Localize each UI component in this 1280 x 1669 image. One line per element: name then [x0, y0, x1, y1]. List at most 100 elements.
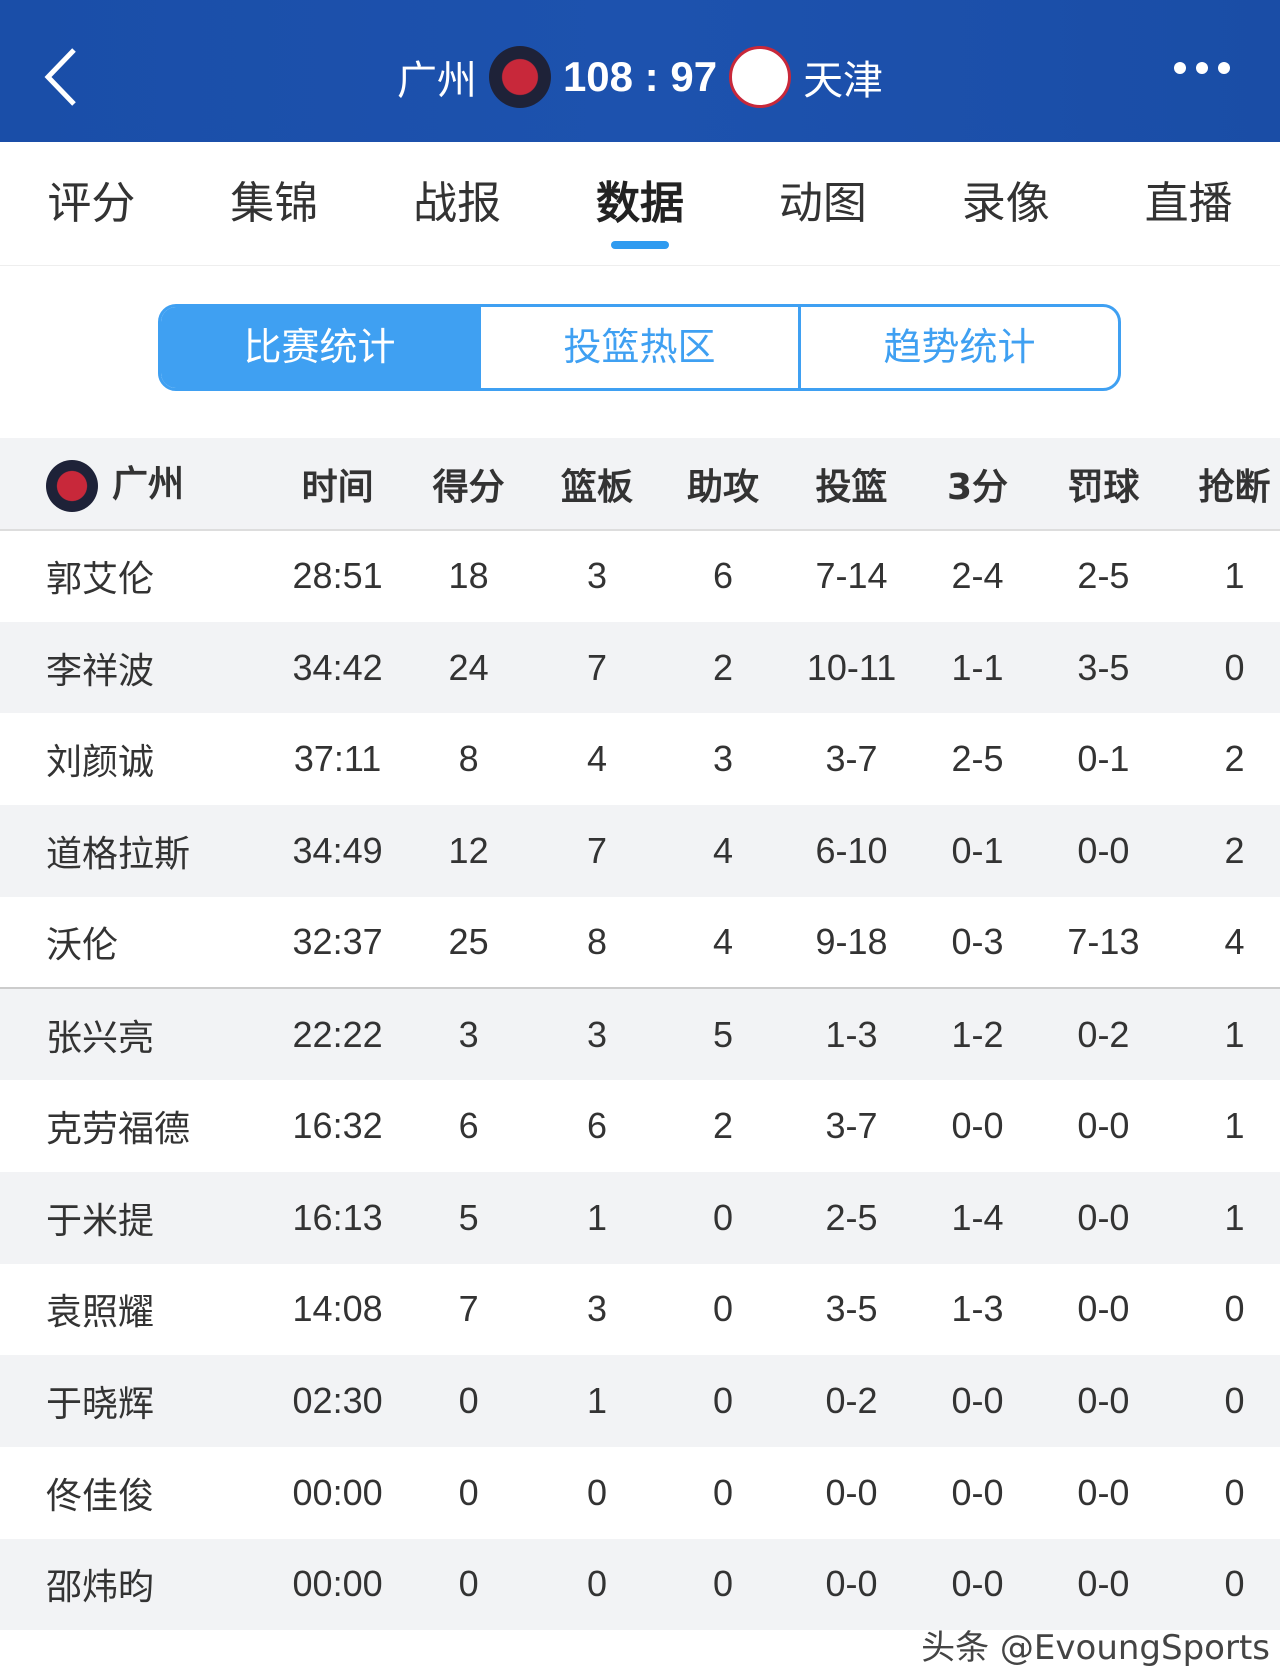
stat-cell: 24: [403, 621, 535, 714]
stat-cell: 0-0: [1037, 1538, 1169, 1631]
tab-5[interactable]: 录像: [961, 178, 1050, 229]
column-header[interactable]: 时间: [272, 438, 404, 531]
player-name[interactable]: 道格拉斯: [0, 805, 273, 897]
stat-cell: 0-0: [1037, 805, 1169, 897]
stat-cell: 1-2: [917, 988, 1038, 1081]
table-row[interactable]: 邵炜昀 00:00 0 0 0 0-0 0-0 0-0 0: [0, 1538, 1280, 1631]
stat-cell: 1-3: [786, 988, 918, 1081]
table-row[interactable]: 于米提 16:13 5 1 0 2-5 1-4 0-0 1: [0, 1171, 1280, 1264]
stat-cell: 0: [660, 1171, 787, 1264]
table-row[interactable]: 刘颜诚 37:11 8 4 3 3-7 2-5 0-1 2: [0, 713, 1280, 805]
stat-cell: 4: [660, 805, 787, 897]
stat-cell: 0: [660, 1355, 787, 1447]
player-name[interactable]: 张兴亮: [0, 988, 273, 1081]
stat-cell: 3-7: [825, 1104, 878, 1146]
column-header[interactable]: 得分: [403, 438, 535, 531]
stat-cell: 0-1: [917, 805, 1038, 897]
stat-cell: 0: [713, 1471, 734, 1513]
stat-cell: 25: [403, 896, 535, 990]
tab-2[interactable]: 战报: [413, 178, 502, 229]
stat-cell: 0: [534, 1538, 661, 1631]
tab-0[interactable]: 评分: [47, 178, 136, 229]
stat-cell: 14:08: [292, 1288, 383, 1330]
player-name[interactable]: 于米提: [0, 1171, 273, 1264]
stat-cell: 34:49: [272, 805, 404, 897]
player-name[interactable]: 佟佳俊: [46, 1475, 155, 1517]
tab-4[interactable]: 动图: [778, 178, 867, 229]
stat-cell: 0-0: [951, 1471, 1004, 1513]
column-header[interactable]: 罚球: [1037, 438, 1169, 531]
table-row[interactable]: 于晓辉 02:30 0 1 0 0-2 0-0 0-0 0: [0, 1355, 1280, 1447]
stat-cell: 1: [1224, 555, 1245, 597]
stat-cell: 3: [713, 738, 734, 780]
stat-cell: 2: [713, 1104, 734, 1146]
match-score: 108 : 97: [562, 53, 718, 100]
stat-cell: 9-18: [786, 896, 918, 990]
stat-cell: 16:13: [272, 1171, 404, 1264]
stat-cell: 12: [403, 805, 535, 897]
column-header[interactable]: 篮板: [534, 438, 661, 531]
stat-cell: 0: [1224, 1288, 1245, 1330]
stat-cell: 0-2: [786, 1355, 918, 1447]
stat-cell: 34:42: [272, 621, 404, 714]
stat-cell: 0-2: [1037, 988, 1169, 1081]
stat-cell: 6-10: [786, 805, 918, 897]
stat-cell: 00:00: [292, 1471, 383, 1513]
player-name[interactable]: 邵炜昀: [0, 1538, 273, 1631]
column-header[interactable]: 投篮: [786, 438, 918, 531]
stat-cell: 4: [660, 896, 787, 990]
stat-cell: 3: [587, 1288, 608, 1330]
stat-cell: 6: [713, 555, 734, 597]
more-button[interactable]: [1174, 62, 1230, 74]
stat-cell: 0-1: [1077, 738, 1130, 780]
stat-cell: 0-0: [786, 1538, 918, 1631]
player-name[interactable]: 刘颜诚: [46, 742, 155, 784]
back-button[interactable]: [40, 42, 100, 112]
tab-6[interactable]: 直播: [1144, 178, 1233, 229]
stats-segmented-control: 比赛统计 投篮热区 趋势统计: [158, 304, 1121, 391]
stat-cell: 0: [403, 1538, 535, 1631]
stat-cell: 3-7: [825, 738, 878, 780]
stat-cell: 37:11: [293, 738, 382, 780]
player-name[interactable]: 袁照耀: [46, 1292, 155, 1334]
table-row[interactable]: 道格拉斯 34:49 12 7 4 6-10 0-1 0-0 2: [0, 805, 1280, 897]
column-header[interactable]: 抢断: [1168, 438, 1280, 531]
home-team-logo: [488, 46, 551, 108]
stat-cell: 3-5: [825, 1288, 878, 1330]
stat-cell: 0: [1168, 621, 1280, 714]
stat-cell: 4: [587, 738, 608, 780]
segment-2[interactable]: 趋势统计: [798, 307, 1118, 388]
stat-cell: 0-0: [1077, 1471, 1130, 1513]
segment-1[interactable]: 投篮热区: [478, 307, 798, 388]
stat-cell: 3: [534, 988, 661, 1081]
more-horizontal-icon: [1174, 62, 1186, 74]
stat-cell: 0-0: [825, 1471, 878, 1513]
stat-cell: 0: [1224, 1471, 1245, 1513]
column-header[interactable]: 3分: [917, 438, 1038, 531]
segment-0[interactable]: 比赛统计: [161, 307, 478, 388]
player-name[interactable]: 李祥波: [0, 621, 273, 714]
stat-cell: 6: [587, 1104, 608, 1146]
table-row[interactable]: 沃伦 32:37 25 8 4 9-18 0-3 7-13 4: [0, 896, 1280, 990]
player-name[interactable]: 克劳福德: [46, 1108, 191, 1150]
stat-cell: 5: [660, 988, 787, 1081]
player-name[interactable]: 郭艾伦: [46, 559, 155, 601]
stat-cell: 2-4: [951, 555, 1004, 597]
table-row[interactable]: 郭艾伦 28:51 18 3 6 7-14 2-4 2-5 1: [0, 530, 1280, 622]
stat-cell: 7-14: [815, 555, 888, 597]
tab-3[interactable]: 数据: [549, 142, 732, 265]
table-row[interactable]: 张兴亮 22:22 3 3 5 1-3 1-2 0-2 1: [0, 988, 1280, 1081]
player-name[interactable]: 沃伦: [0, 896, 273, 990]
stat-cell: 7-13: [1037, 896, 1169, 990]
stat-cell: 8: [458, 738, 479, 780]
tab-1[interactable]: 集锦: [230, 178, 319, 229]
column-header[interactable]: 助攻: [660, 438, 787, 531]
stat-cell: 0: [1168, 1355, 1280, 1447]
table-row[interactable]: 李祥波 34:42 24 7 2 10-11 1-1 3-5 0: [0, 621, 1280, 714]
player-name[interactable]: 于晓辉: [0, 1355, 273, 1447]
stat-cell: 2-5: [786, 1171, 918, 1264]
table-row[interactable]: 袁照耀 14:08 7 3 0 3-5 1-3 0-0 0: [0, 1264, 1280, 1356]
table-row[interactable]: 佟佳俊 00:00 0 0 0 0-0 0-0 0-0 0: [0, 1447, 1280, 1539]
table-row[interactable]: 克劳福德 16:32 6 6 2 3-7 0-0 0-0 1: [0, 1080, 1280, 1172]
stat-cell: 1-3: [951, 1288, 1004, 1330]
